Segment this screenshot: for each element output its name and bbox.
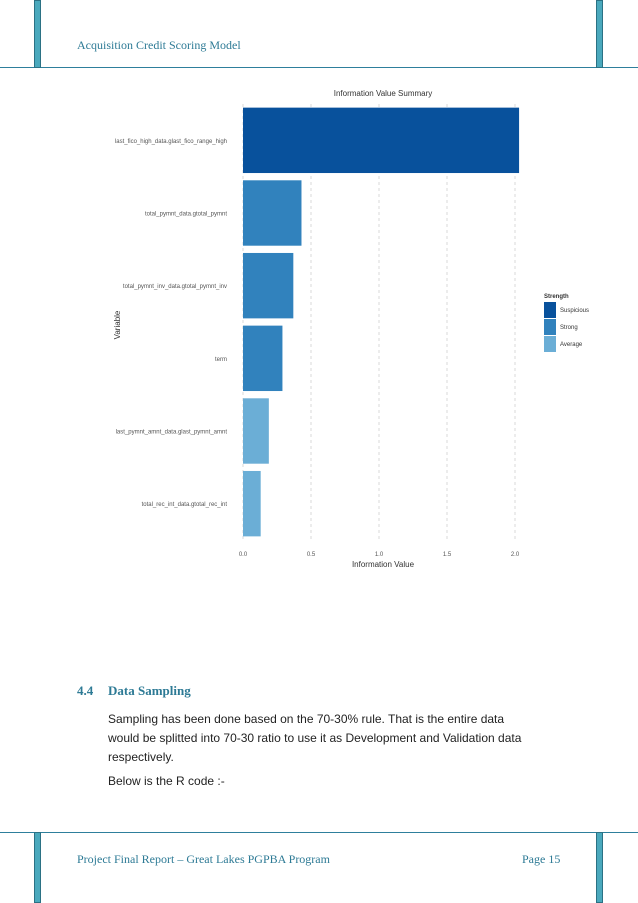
code-intro: Below is the R code :- (108, 774, 225, 788)
header-bar-left (34, 0, 41, 68)
header-rule (0, 67, 638, 68)
x-tick-label: 1.0 (375, 552, 384, 558)
legend-swatch (544, 336, 556, 352)
legend-title: Strength (544, 294, 569, 300)
section-paragraph: Sampling has been done based on the 70-3… (108, 710, 568, 767)
category-label: term (215, 357, 227, 363)
legend-label: Average (560, 342, 583, 348)
category-label: total_pymnt_data.gtotal_pymnt (145, 212, 227, 218)
page-number: Page 15 (522, 852, 561, 866)
section-heading: 4.4 Data Sampling (77, 683, 191, 699)
category-label: total_rec_int_data.gtotal_rec_int (142, 502, 228, 508)
footer-project-title: Project Final Report – Great Lakes PGPBA… (77, 852, 330, 866)
paragraph-line: respectively. (108, 750, 174, 764)
legend-label: Suspicious (560, 308, 589, 314)
legend-label: Strong (560, 325, 578, 331)
header-bar-right (596, 0, 603, 68)
header-title: Acquisition Credit Scoring Model (77, 38, 241, 52)
section-number: 4.4 (77, 683, 94, 698)
bar (243, 470, 261, 537)
bar (243, 325, 283, 392)
paragraph-line: Sampling has been done based on the 70-3… (108, 712, 505, 726)
x-tick-label: 2.0 (511, 552, 520, 558)
category-label: last_pymnt_amnt_data.glast_pymnt_amnt (116, 430, 228, 436)
footer-bar-right (596, 832, 603, 903)
category-label: total_pymnt_inv_data.gtotal_pymnt_inv (123, 284, 227, 290)
bar (243, 180, 302, 246)
bar (243, 107, 520, 174)
bar (243, 398, 269, 464)
y-axis-label: Variable (113, 310, 122, 339)
footer-bar-left (34, 832, 41, 903)
x-tick-label: 0.0 (239, 552, 248, 558)
x-tick-label: 1.5 (443, 552, 452, 558)
legend-swatch (544, 319, 556, 335)
x-axis-label: Information Value (352, 560, 415, 569)
section-title: Data Sampling (108, 683, 191, 698)
category-label: last_fico_high_data.glast_fico_range_hig… (115, 139, 227, 145)
paragraph-line: would be splitted into 70-30 ratio to us… (108, 731, 522, 745)
chart-title: Information Value Summary (334, 89, 433, 98)
information-value-chart: last_fico_high_data.glast_fico_range_hig… (100, 82, 600, 577)
bar (243, 252, 294, 319)
legend-swatch (544, 302, 556, 318)
footer-rule (0, 832, 638, 833)
chart-svg: last_fico_high_data.glast_fico_range_hig… (113, 89, 589, 569)
x-tick-label: 0.5 (307, 552, 316, 558)
